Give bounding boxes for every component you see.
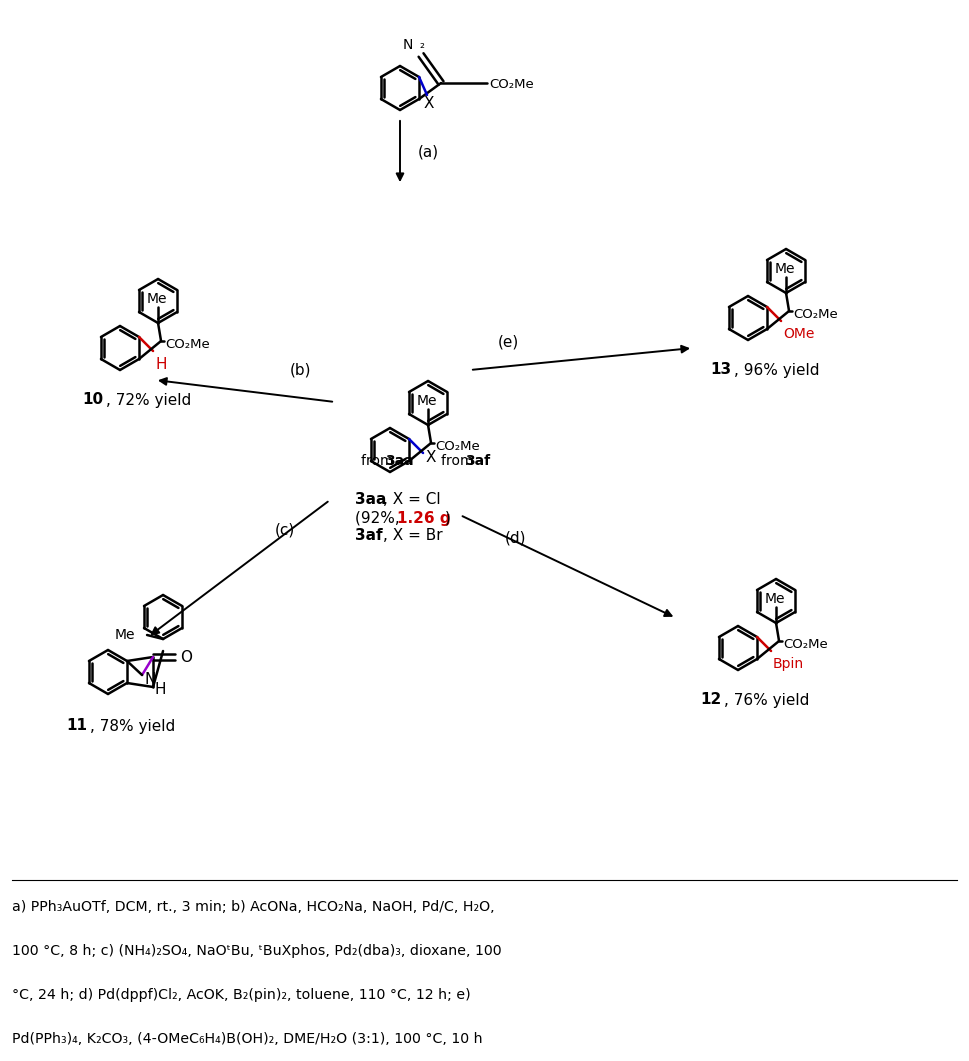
Text: ): ) xyxy=(445,510,451,525)
Text: (d): (d) xyxy=(505,530,526,545)
Text: O: O xyxy=(180,649,192,664)
Text: from: from xyxy=(361,454,398,468)
Text: OMe: OMe xyxy=(783,327,814,341)
Text: , 72% yield: , 72% yield xyxy=(106,393,191,407)
Text: ₂: ₂ xyxy=(419,38,424,52)
Text: 3af: 3af xyxy=(465,454,490,468)
Text: Me: Me xyxy=(417,394,438,408)
Text: 12: 12 xyxy=(700,693,721,708)
Text: 1.26 g: 1.26 g xyxy=(397,510,451,525)
Text: Me: Me xyxy=(766,592,786,606)
Text: CO₂Me: CO₂Me xyxy=(435,439,480,452)
Text: (b): (b) xyxy=(290,363,311,378)
Text: Bpin: Bpin xyxy=(773,657,804,671)
Text: Pd(PPh₃)₄, K₂CO₃, (4-OMeC₆H₄)B(OH)₂, DME/H₂O (3:1), 100 °C, 10 h: Pd(PPh₃)₄, K₂CO₃, (4-OMeC₆H₄)B(OH)₂, DME… xyxy=(12,1032,483,1046)
Text: X: X xyxy=(425,451,435,466)
Text: CO₂Me: CO₂Me xyxy=(165,337,210,350)
Text: 3aa: 3aa xyxy=(385,454,414,468)
Text: (e): (e) xyxy=(498,334,519,349)
Text: , X = Br: , X = Br xyxy=(383,528,443,543)
Text: 10: 10 xyxy=(82,393,103,407)
Text: CO₂Me: CO₂Me xyxy=(793,308,838,320)
Text: , 78% yield: , 78% yield xyxy=(90,718,175,733)
Text: 3af: 3af xyxy=(355,528,383,543)
Text: , 96% yield: , 96% yield xyxy=(734,363,820,378)
Text: H: H xyxy=(154,681,166,696)
Text: X: X xyxy=(423,95,434,110)
Text: 11: 11 xyxy=(66,718,87,733)
Text: H: H xyxy=(155,356,167,372)
Text: (c): (c) xyxy=(275,522,296,538)
Text: a) PPh₃AuOTf, DCM, rt., 3 min; b) AcONa, HCO₂Na, NaOH, Pd/C, H₂O,: a) PPh₃AuOTf, DCM, rt., 3 min; b) AcONa,… xyxy=(12,900,494,914)
Text: CO₂Me: CO₂Me xyxy=(783,638,828,650)
Text: Me: Me xyxy=(147,292,168,306)
Text: , 76% yield: , 76% yield xyxy=(724,693,809,708)
Text: 100 °C, 8 h; c) (NH₄)₂SO₄, NaOᵗBu, ᵗBuXphos, Pd₂(dba)₃, dioxane, 100: 100 °C, 8 h; c) (NH₄)₂SO₄, NaOᵗBu, ᵗBuXp… xyxy=(12,944,502,958)
Text: , X = Cl: , X = Cl xyxy=(383,492,441,507)
Text: (92%,: (92%, xyxy=(355,510,405,525)
Text: 3aa: 3aa xyxy=(355,492,387,507)
Text: (a): (a) xyxy=(418,144,439,159)
Text: °C, 24 h; d) Pd(dppf)Cl₂, AcOK, B₂(pin)₂, toluene, 110 °C, 12 h; e): °C, 24 h; d) Pd(dppf)Cl₂, AcOK, B₂(pin)₂… xyxy=(12,988,471,1002)
Text: Me: Me xyxy=(114,628,135,642)
Text: Me: Me xyxy=(775,262,796,276)
Text: CO₂Me: CO₂Me xyxy=(489,77,534,90)
Text: N: N xyxy=(403,38,413,52)
Text: 13: 13 xyxy=(710,363,732,378)
Text: from: from xyxy=(441,454,478,468)
Text: N: N xyxy=(144,672,155,686)
